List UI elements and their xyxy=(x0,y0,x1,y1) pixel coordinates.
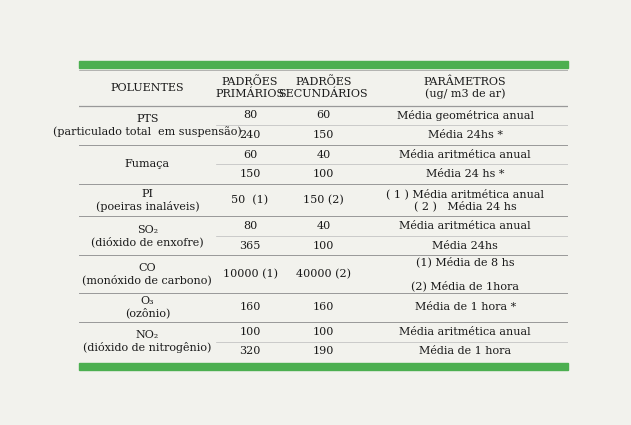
Text: Média 24 hs *: Média 24 hs * xyxy=(426,169,504,179)
Text: POLUENTES: POLUENTES xyxy=(110,82,184,93)
Point xyxy=(212,339,220,344)
Text: Média aritmética anual: Média aritmética anual xyxy=(399,327,531,337)
Text: 150: 150 xyxy=(239,169,261,179)
Text: ( 1 ) Média aritmética anual
( 2 )   Média 24 hs: ( 1 ) Média aritmética anual ( 2 ) Média… xyxy=(386,189,544,212)
Point xyxy=(212,233,220,238)
Text: 150 (2): 150 (2) xyxy=(303,195,344,205)
Text: Média de 1 hora *: Média de 1 hora * xyxy=(415,303,516,312)
Point xyxy=(564,123,572,128)
Text: 40000 (2): 40000 (2) xyxy=(296,269,351,279)
Text: Média geométrica anual: Média geométrica anual xyxy=(397,110,534,121)
Text: Média 24hs: Média 24hs xyxy=(432,241,498,251)
Point xyxy=(564,162,572,167)
Text: 320: 320 xyxy=(239,346,261,357)
Text: CO
(monóxido de carbono): CO (monóxido de carbono) xyxy=(83,263,212,285)
Text: PADRÕES
SECUNDÁRIOS: PADRÕES SECUNDÁRIOS xyxy=(278,76,369,99)
Text: 160: 160 xyxy=(313,303,334,312)
Text: (1) Média de 8 hs

(2) Média de 1hora: (1) Média de 8 hs (2) Média de 1hora xyxy=(411,257,519,292)
Text: SO₂
(dióxido de enxofre): SO₂ (dióxido de enxofre) xyxy=(91,224,204,247)
Text: PADRÕES
PRIMÁRIOS: PADRÕES PRIMÁRIOS xyxy=(215,76,285,99)
Text: 100: 100 xyxy=(239,327,261,337)
Bar xyxy=(79,363,568,370)
Text: Média de 1 hora: Média de 1 hora xyxy=(419,346,511,357)
Text: 40: 40 xyxy=(316,221,331,231)
Point xyxy=(564,339,572,344)
Text: 100: 100 xyxy=(313,169,334,179)
Text: 240: 240 xyxy=(239,130,261,140)
Text: O₃
(ozônio): O₃ (ozônio) xyxy=(125,296,170,319)
Text: Média aritmética anual: Média aritmética anual xyxy=(399,150,531,160)
Point xyxy=(564,233,572,238)
Text: Média aritmética anual: Média aritmética anual xyxy=(399,221,531,231)
Point xyxy=(212,162,220,167)
Text: 80: 80 xyxy=(243,110,257,120)
Point xyxy=(212,123,220,128)
Text: PARÂMETROS
(ug/ m3 de ar): PARÂMETROS (ug/ m3 de ar) xyxy=(424,76,507,99)
Text: 10000 (1): 10000 (1) xyxy=(223,269,278,279)
Text: 40: 40 xyxy=(316,150,331,160)
Text: 60: 60 xyxy=(243,150,257,160)
Text: 60: 60 xyxy=(316,110,331,120)
Text: NO₂
(dióxido de nitrogênio): NO₂ (dióxido de nitrogênio) xyxy=(83,330,211,353)
Bar xyxy=(79,61,568,68)
Text: 50  (1): 50 (1) xyxy=(232,195,269,205)
Text: Fumaça: Fumaça xyxy=(125,159,170,170)
Text: 160: 160 xyxy=(239,303,261,312)
Text: 365: 365 xyxy=(239,241,261,251)
Text: Média 24hs *: Média 24hs * xyxy=(428,130,503,140)
Text: 100: 100 xyxy=(313,327,334,337)
Text: PTS
(particulado total  em suspensão): PTS (particulado total em suspensão) xyxy=(53,114,242,136)
Text: 100: 100 xyxy=(313,241,334,251)
Text: 150: 150 xyxy=(313,130,334,140)
Text: 80: 80 xyxy=(243,221,257,231)
Text: 190: 190 xyxy=(313,346,334,357)
Text: PI
(poeiras inaláveis): PI (poeiras inaláveis) xyxy=(95,189,199,212)
